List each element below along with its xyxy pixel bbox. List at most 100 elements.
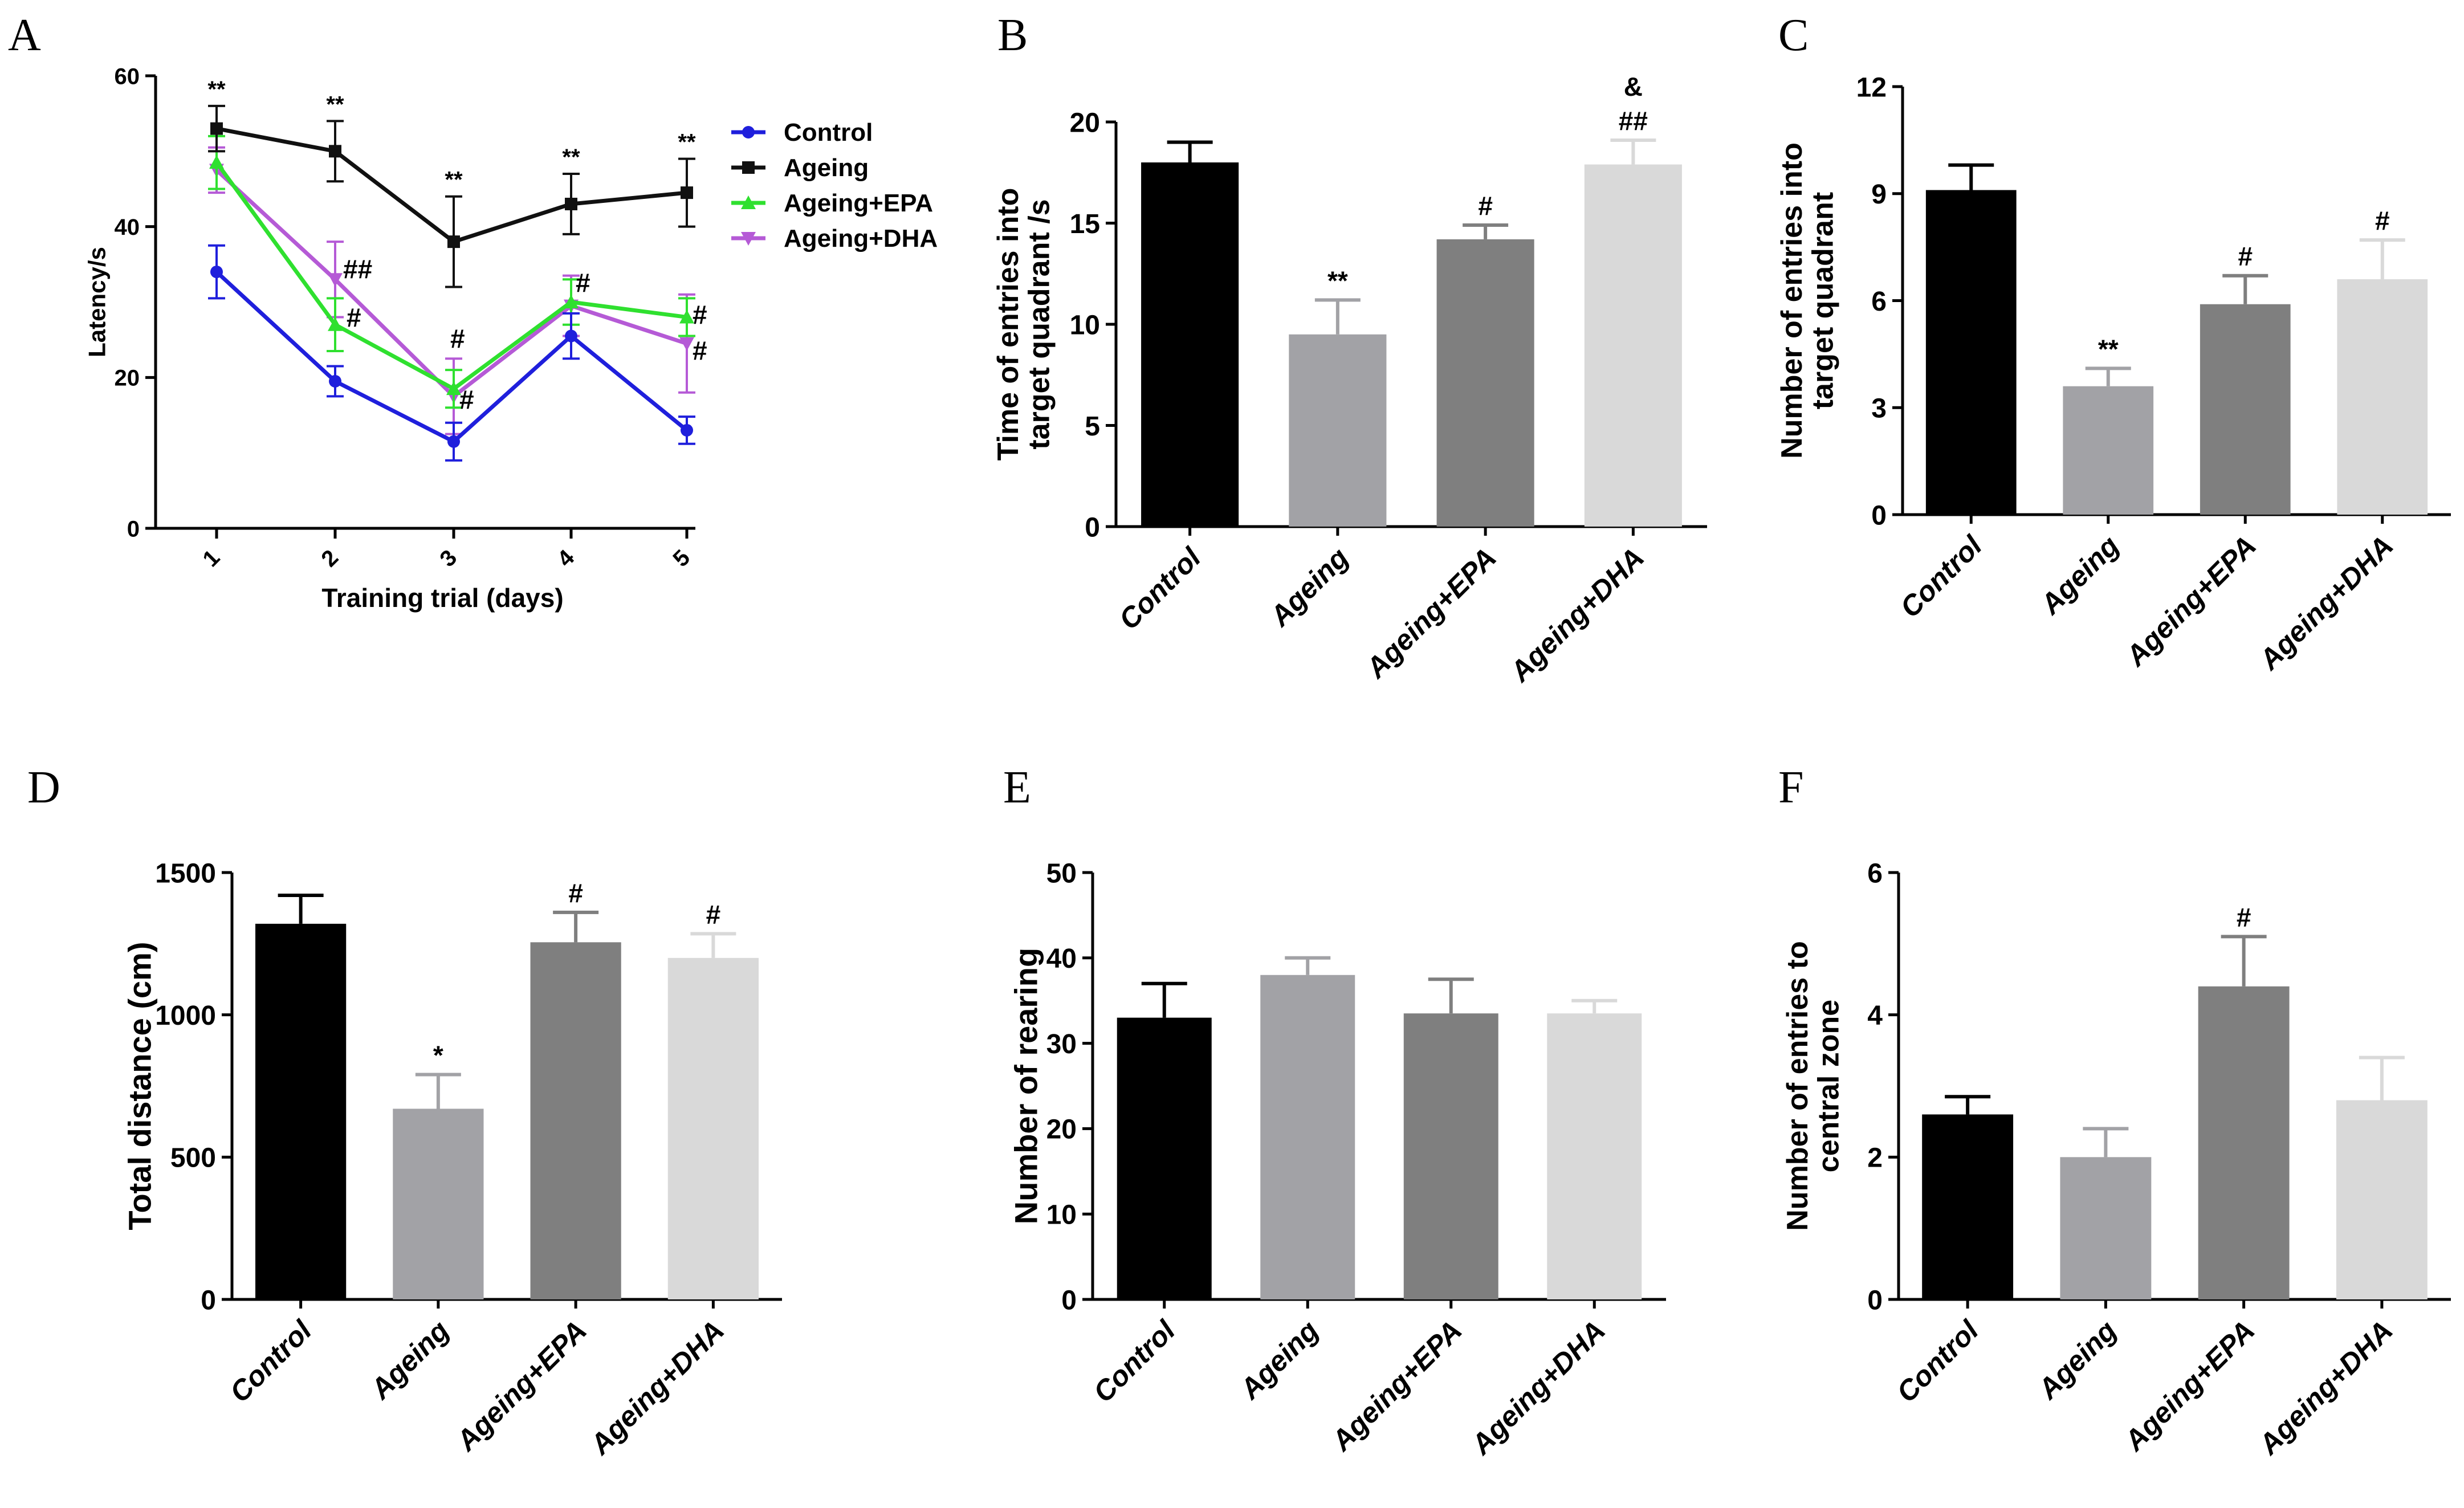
panel-d-bar [255, 923, 347, 1299]
panel-c-category-label: Ageing+EPA [2119, 529, 2262, 673]
panel-e-y-tick-label: 50 [1046, 858, 1077, 889]
panel-f-category-label: Ageing+EPA [2117, 1314, 2261, 1458]
panel-a-chart: 0 20 40 60 1 2 3 4 5 Training trial (days) Latency… [84, 64, 938, 613]
panel-c-bar [2200, 304, 2291, 515]
panel-b-category-label: Control [1113, 541, 1207, 635]
panel-e-category-label: Control [1087, 1314, 1182, 1408]
panel-a-data-point [679, 309, 694, 324]
panel-c-y-tick-label: 6 [1871, 287, 1887, 317]
panel-b-y-tick-label: 0 [1085, 512, 1100, 543]
panel-a-x-axis-title: Training trial (days) [321, 583, 563, 613]
panel-c-chart: 0 3 6 9 12 Control ** Ageing # Ageing+EPA # Ageing+… [1775, 72, 2451, 676]
panel-a-significance-label: ** [207, 77, 226, 102]
panel-f-y-axis-title: Number of entries tocentral zone [1781, 941, 1846, 1231]
panel-a-legend-label: Ageing [784, 154, 869, 182]
panel-c-category-label: Control [1894, 529, 1989, 623]
panel-c-y-tick-label: 3 [1871, 394, 1887, 424]
panel-a-data-point [210, 122, 223, 135]
panel-e-chart: 0 10 20 30 40 50 Control Ageing Ageing+EPAAgeing… [1008, 858, 1666, 1461]
panel-a-data-point [565, 197, 577, 210]
panel-b-y-tick-label: 10 [1070, 310, 1100, 340]
panel-a-series-line [215, 270, 689, 445]
panel-a-significance-label: ** [326, 92, 344, 117]
panel-b-significance-label: ## [1619, 106, 1648, 136]
panel-d-y-tick-label: 1000 [155, 1001, 216, 1031]
panel-a-data-point [209, 155, 224, 169]
panel-a-significance-label: # [450, 324, 465, 353]
panel-c-y-axis-title-line: target quadrant [1807, 192, 1840, 409]
panel-e-y-axis-title-line: Number of rearing [1008, 948, 1044, 1224]
panel-b-bar [1289, 334, 1387, 527]
panel-d-significance-label: # [706, 899, 721, 929]
panel-letter-c: C [1778, 10, 1809, 60]
panel-d-bar [667, 957, 759, 1299]
panel-e-bar [1260, 975, 1355, 1299]
panel-f-bar [2336, 1100, 2428, 1299]
panel-a-significance-label: ** [678, 130, 696, 155]
panel-f-category-label: Ageing [2031, 1314, 2123, 1406]
panel-b-y-axis-title-line: Time of entries into [992, 188, 1025, 461]
panel-d-chart: 0 500 1000 1500 Control * Ageing # Ageing+EPA # Ag… [122, 858, 782, 1461]
panel-a-data-point [679, 337, 694, 351]
panel-a-x-tick-label: 1 [198, 545, 225, 572]
panel-c-category-label: Ageing+DHA [2252, 529, 2399, 676]
panel-b-y-tick-label: 15 [1070, 209, 1100, 239]
panel-d-significance-label: # [568, 878, 583, 908]
panel-f-y-tick-label: 4 [1867, 1001, 1883, 1031]
panel-a-data-point [565, 329, 577, 343]
panel-e-y-tick-label: 30 [1046, 1029, 1077, 1059]
panel-a-data-point [447, 435, 460, 448]
panel-e-y-tick-label: 0 [1061, 1285, 1077, 1315]
panel-f-y-tick-label: 2 [1867, 1143, 1883, 1173]
panel-c-bar [2063, 386, 2154, 515]
panel-b-y-axis-title: Time of entries intotarget quadrant /s [992, 188, 1056, 461]
panel-a-significance-label: ## [343, 254, 372, 284]
panel-a-x-tick-label: 2 [316, 545, 343, 572]
panel-d-category-label: Ageing+DHA [583, 1314, 730, 1461]
panel-a-data-point [329, 374, 341, 388]
panel-letter-d: D [27, 763, 60, 813]
panel-d-category-label: Ageing [364, 1314, 455, 1406]
panel-a-x-tick-label: 3 [435, 545, 462, 572]
panel-d-category-label: Control [223, 1314, 318, 1408]
panel-d-bar [530, 942, 621, 1299]
panel-c-y-tick-label: 0 [1871, 500, 1887, 531]
panel-a-significance-label: ** [562, 145, 580, 170]
panel-c-y-tick-label: 9 [1871, 180, 1887, 210]
panel-d-y-tick-label: 500 [170, 1143, 216, 1173]
panel-a-significance-label: # [347, 303, 361, 332]
panel-a-significance-label: ** [445, 168, 463, 193]
panel-b-bar [1436, 239, 1534, 527]
panel-b-significance-label: ** [1327, 266, 1348, 295]
panel-c-category-label: Ageing [2034, 529, 2125, 621]
panel-a-y-axis-title-line: Latency/s [84, 247, 111, 357]
panel-d-y-tick-label: 0 [201, 1285, 216, 1315]
panel-f-bar [2060, 1157, 2152, 1299]
panel-b-y-tick-label: 5 [1085, 411, 1100, 442]
panel-f-category-label: Control [1891, 1314, 1985, 1408]
panel-c-significance-label: # [2375, 206, 2390, 235]
panel-e-category-label: Ageing+DHA [1464, 1314, 1611, 1461]
panel-a-y-axis-title: Latency/s [84, 247, 111, 357]
panel-e-y-axis-title: Number of rearing [1008, 948, 1044, 1224]
panel-f-category-label: Ageing+DHA [2252, 1314, 2399, 1461]
chart-panels: 05101520Control**Ageing#Ageing+EPA##&Age… [84, 64, 2451, 1461]
panel-a-data-point [446, 381, 461, 396]
panel-e-y-tick-label: 40 [1046, 944, 1077, 974]
panel-b-significance-label: # [1478, 191, 1493, 221]
panel-a-legend-label: Control [784, 119, 873, 146]
panel-f-significance-label: # [2237, 902, 2251, 932]
panel-f-y-tick-label: 0 [1867, 1285, 1883, 1315]
panel-a-y-tick-label: 0 [127, 516, 140, 541]
panel-e-y-tick-label: 20 [1046, 1115, 1077, 1145]
panel-a-data-point [742, 126, 755, 138]
panel-a-data-point [329, 145, 341, 158]
panel-b-category-label: Ageing+EPA [1359, 541, 1502, 685]
panel-letter-b: B [997, 10, 1028, 60]
panel-e-category-label: Ageing+EPA [1325, 1314, 1468, 1458]
panel-a-data-point [741, 195, 756, 209]
panel-c-significance-label: ** [2098, 334, 2119, 364]
panel-a-x-tick-label: 5 [668, 545, 695, 572]
panel-letter-e: E [1003, 763, 1031, 813]
panel-b-y-tick-label: 20 [1070, 108, 1100, 138]
